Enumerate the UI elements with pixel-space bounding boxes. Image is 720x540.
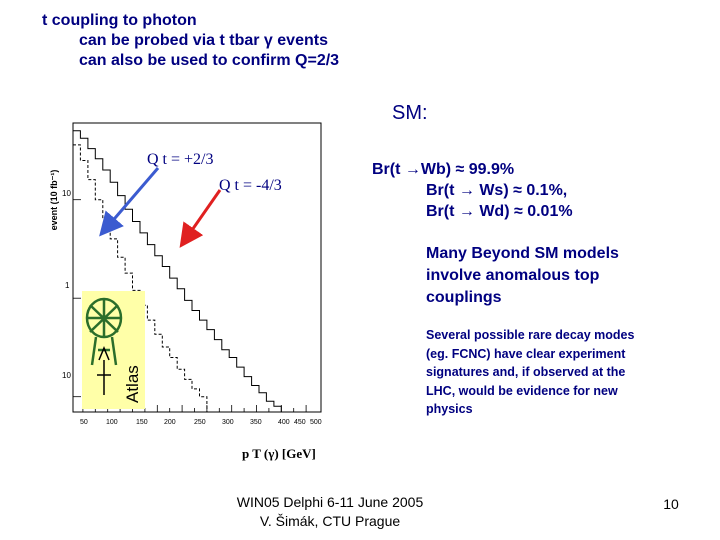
x-tick-label: 250	[194, 419, 206, 426]
rare-line-5: physics	[426, 402, 473, 416]
bsm-line-3: couplings	[426, 289, 502, 306]
x-tick-label: 100	[106, 419, 118, 426]
atlas-detector-icon	[85, 297, 123, 366]
footer-conference: WIN05 Delphi 6-11 June 2005 V. Šimák, CT…	[230, 493, 430, 531]
bsm-line-2: involve anomalous top	[426, 267, 600, 284]
arrow-q23	[99, 167, 160, 237]
br-ws: Br(t → Ws) ≈ 0.1%,	[426, 182, 568, 199]
rare-line-4: LHC, would be evidence for new	[426, 383, 618, 398]
label-q-plus-2-3: Q t = +2/3	[147, 151, 214, 168]
atlas-logo-text: Atlas	[123, 365, 142, 403]
y-tick-0-1: 10	[62, 371, 71, 380]
series-step-line	[73, 130, 282, 412]
footer-line-1: WIN05 Delphi 6-11 June 2005	[236, 494, 424, 510]
x-axis-label: p T (γ) [GeV]	[242, 446, 316, 461]
x-tick-label: 450	[294, 419, 306, 426]
label-q-minus-4-3: Q t = -4/3	[219, 177, 282, 194]
x-tick-label: 400	[278, 419, 290, 426]
sm-branching-ratios: Br(t →Wb) ≈ 99.9% Br(t → Ws) ≈ 0.1%, Br(…	[372, 159, 573, 222]
sm-label: SM:	[392, 102, 428, 124]
arrow-q43	[179, 189, 222, 248]
x-tick-label: 350	[250, 419, 262, 426]
bsm-text: Many Beyond SM models involve anomalous …	[426, 243, 619, 309]
rare-line-1: Several possible rare decay modes	[426, 328, 635, 342]
x-tick-label: 300	[222, 419, 234, 426]
x-tick-label: 500	[310, 419, 322, 426]
x-tick-label: 200	[164, 419, 176, 426]
br-wd: Br(t → Wd) ≈ 0.01%	[426, 203, 573, 220]
x-tick-label: 150	[136, 419, 148, 426]
atlas-figure	[97, 346, 111, 395]
page-number: 10	[663, 496, 679, 512]
title-line-2: can be probed via t tbar γ events	[79, 32, 328, 49]
slide-title: t coupling to photon can be probed via t…	[42, 11, 339, 71]
rare-line-2: (eg. FCNC) have clear experiment	[426, 346, 626, 361]
x-tick-labels: 50 100 150 200 250 300 350 400 450 500	[80, 419, 322, 426]
y-tick-10: 10	[62, 189, 71, 198]
atlas-logo: Atlas	[82, 291, 145, 409]
bsm-line-1: Many Beyond SM models	[426, 245, 619, 262]
footer-line-2: V. Šimák, CTU Prague	[259, 513, 401, 529]
rare-line-3: signatures and, if observed at the	[426, 365, 626, 379]
title-line-3: can also be used to confirm Q=2/3	[79, 52, 340, 69]
plot-frame	[72, 122, 322, 413]
y-tick-1: 1	[65, 281, 70, 290]
y-axis-label: event (10 fb⁻¹)	[49, 170, 59, 231]
title-line-1: t coupling to photon	[42, 12, 197, 29]
rare-decay-text: Several possible rare decay modes (eg. F…	[426, 326, 634, 419]
x-tick-label: 50	[80, 419, 88, 426]
br-wb: Br(t →Wb) ≈ 99.9%	[372, 161, 515, 178]
